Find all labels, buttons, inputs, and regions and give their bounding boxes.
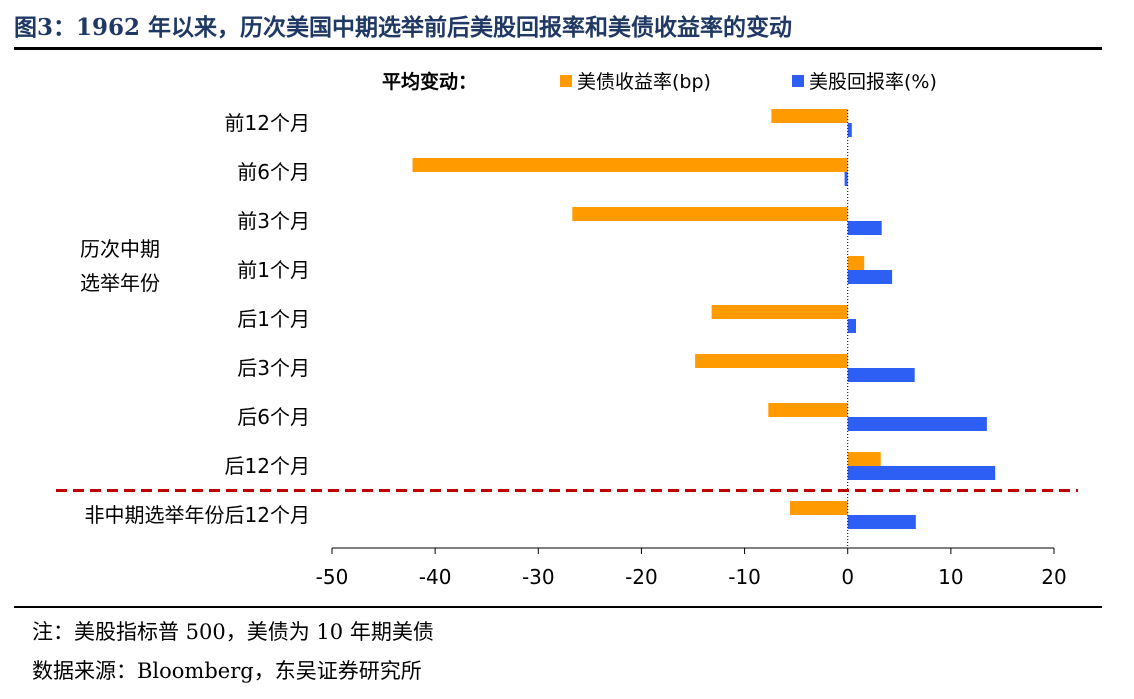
x-tick-label: 20 <box>1041 565 1066 589</box>
bar-stock <box>847 270 893 284</box>
bar-stock <box>847 466 996 480</box>
category-label: 前6个月 <box>237 160 310 184</box>
bar-bond <box>711 305 848 319</box>
bar-stock <box>844 172 848 186</box>
chart-title: 图3：1962 年以来，历次美国中期选举前后美股回报率和美债收益率的变动 <box>14 14 793 41</box>
bar-stock <box>847 515 916 529</box>
bar-bond <box>572 207 848 221</box>
category-label: 后12个月 <box>225 454 310 478</box>
category-label: 后1个月 <box>237 307 310 331</box>
legend-label-bond: 美债收益率(bp) <box>577 71 711 93</box>
bar-bond <box>768 403 848 417</box>
category-label: 后3个月 <box>237 356 310 380</box>
source-note: 数据来源：Bloomberg，东吴证券研究所 <box>32 659 422 683</box>
bar-bond <box>412 158 848 172</box>
category-label: 前3个月 <box>237 209 310 233</box>
title-rule <box>14 47 1102 50</box>
bar-bond <box>790 501 848 515</box>
bar-stock <box>847 368 915 382</box>
bar-bond <box>771 109 848 123</box>
legend-label-stock: 美股回报率(%) <box>809 71 937 93</box>
category-label: 后6个月 <box>237 405 310 429</box>
bar-stock <box>847 221 882 235</box>
bar-chart: 平均变动： 美债收益率(bp) 美股回报率(%) 历次中期 选举年份 前12个月… <box>56 70 1078 589</box>
group-label-line-2: 选举年份 <box>80 271 160 295</box>
bar-bond <box>847 256 865 270</box>
legend-title: 平均变动： <box>382 70 477 93</box>
group-label-line-1: 历次中期 <box>80 237 160 261</box>
x-tick-label: -50 <box>316 565 349 589</box>
bar-stock <box>847 417 987 431</box>
x-tick-label: -40 <box>419 565 452 589</box>
category-label: 前12个月 <box>225 111 310 135</box>
bar-stock <box>847 319 856 333</box>
bar-stock <box>847 123 852 137</box>
legend-swatch-bond <box>560 75 572 87</box>
category-label: 非中期选举年份后12个月 <box>85 503 310 527</box>
footnote: 注：美股指标普 500，美债为 10 年期美债 <box>32 620 434 644</box>
x-tick-label: -10 <box>728 565 761 589</box>
x-tick-label: -30 <box>522 565 555 589</box>
footer-rule <box>14 606 1102 608</box>
x-tick-label: 10 <box>938 565 963 589</box>
legend-swatch-stock <box>792 75 804 87</box>
group-label: 历次中期 选举年份 <box>80 237 160 295</box>
legend: 平均变动： 美债收益率(bp) 美股回报率(%) <box>382 70 937 93</box>
bar-bond <box>847 452 881 466</box>
x-tick-label: -20 <box>625 565 658 589</box>
bar-bond <box>695 354 848 368</box>
x-tick-label: 0 <box>841 565 854 589</box>
category-label: 前1个月 <box>237 258 310 282</box>
